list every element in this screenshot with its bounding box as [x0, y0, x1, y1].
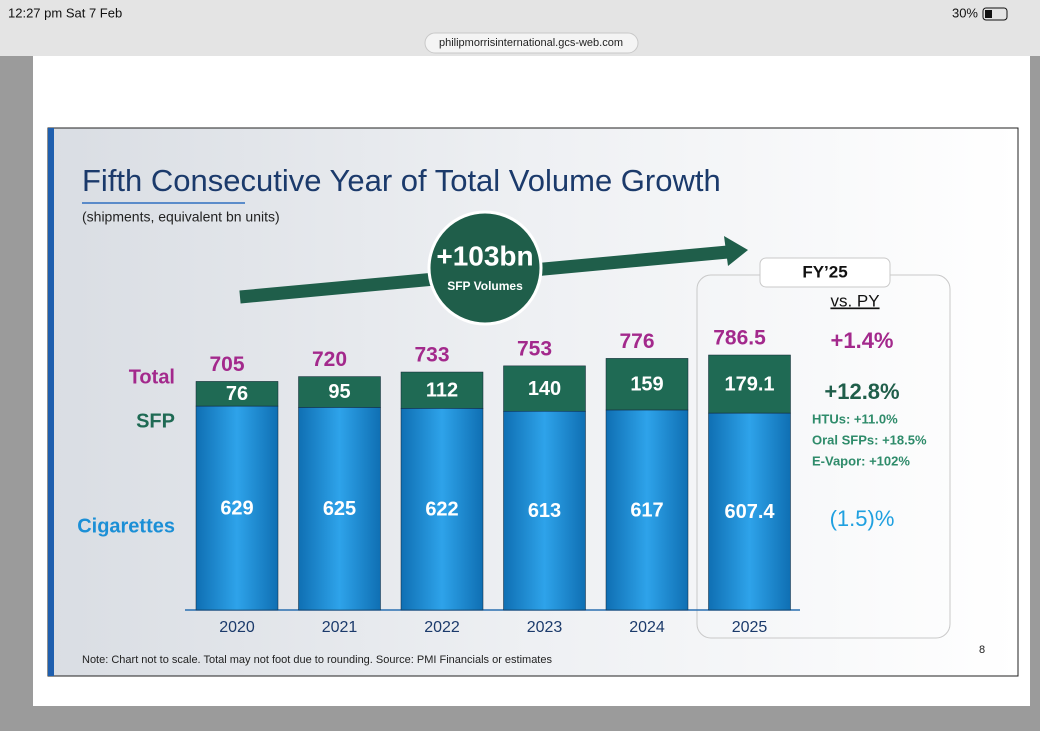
- bar-segment: [400, 408, 484, 611]
- total-label: 753: [517, 337, 552, 360]
- arrow-head: [724, 236, 748, 266]
- total-label: 786.5: [713, 327, 766, 350]
- url[interactable]: philipmorrisinternational.gcs-web.com: [439, 37, 623, 49]
- segment-label: 140: [528, 378, 561, 400]
- note: Note: Chart not to scale. Total may not …: [82, 654, 552, 666]
- series-label: Cigarettes: [77, 515, 175, 537]
- callout-circle: [427, 210, 543, 326]
- bar-segment: [503, 411, 586, 611]
- fy-subheader: vs. PY: [830, 291, 879, 310]
- segment-label: 607.4: [724, 501, 775, 523]
- bar-segment: [298, 407, 381, 611]
- url-pill[interactable]: [424, 32, 639, 54]
- sfp-detail: Oral SFPs: +18.5%: [812, 432, 927, 447]
- total-label: 776: [619, 330, 654, 353]
- bar-segment: [298, 376, 381, 408]
- x-tick-label: 2021: [322, 619, 358, 636]
- battery-level: 30%: [952, 5, 978, 20]
- bar-segment: [708, 354, 791, 414]
- bar-segment: [195, 405, 279, 611]
- x-tick-label: 2024: [629, 619, 665, 636]
- segment-label: 629: [220, 497, 253, 519]
- fy-header: FY’25: [802, 262, 847, 281]
- bar-segment: [605, 409, 689, 611]
- total-change: +1.4%: [831, 328, 894, 353]
- battery-fill: [985, 10, 992, 18]
- sfp-change: +12.8%: [824, 379, 899, 404]
- bar-segment: [195, 381, 279, 407]
- total-label: 705: [209, 353, 244, 376]
- segment-label: 622: [425, 498, 458, 520]
- segment-label: 613: [528, 500, 561, 522]
- sfp-detail: HTUs: +11.0%: [812, 411, 898, 426]
- x-tick-label: 2023: [527, 619, 563, 636]
- battery-icon: [982, 7, 1008, 21]
- bar-segment: [708, 412, 791, 611]
- chart: Cigarettes SFP Total 629 76 705 2020 625 95 720 20…: [77, 327, 791, 636]
- bar-segment: [400, 371, 484, 409]
- total-label: 720: [312, 348, 347, 371]
- segment-label: 625: [323, 498, 356, 520]
- page-number: 8: [979, 644, 985, 656]
- segment-label: 95: [328, 381, 350, 403]
- segment-label: 617: [630, 499, 663, 521]
- slide-accent: [48, 128, 54, 676]
- total-label: 733: [414, 344, 449, 367]
- bar-segment: [503, 365, 586, 412]
- x-tick-label: 2020: [219, 619, 255, 636]
- callout-headline: +103bn: [436, 240, 533, 271]
- slide-title: Fifth Consecutive Year of Total Volume G…: [82, 163, 721, 198]
- slide-subtitle: (shipments, equivalent bn units): [82, 209, 280, 225]
- series-label: SFP: [136, 410, 175, 432]
- sfp-detail: E-Vapor: +102%: [812, 453, 910, 468]
- cigarettes-change: (1.5)%: [830, 506, 895, 531]
- bar-segment: [605, 358, 689, 411]
- segment-label: 76: [226, 383, 248, 405]
- fy-header-box: [759, 257, 891, 288]
- total-row-label: Total: [129, 366, 175, 388]
- x-tick-label: 2025: [732, 619, 768, 636]
- segment-label: 179.1: [724, 373, 774, 395]
- status-time: 12:27 pm Sat 7 Feb: [8, 5, 122, 20]
- segment-label: 112: [426, 379, 458, 401]
- x-tick-label: 2022: [424, 619, 460, 636]
- segment-label: 159: [630, 373, 663, 395]
- callout-text: SFP Volumes: [447, 279, 523, 293]
